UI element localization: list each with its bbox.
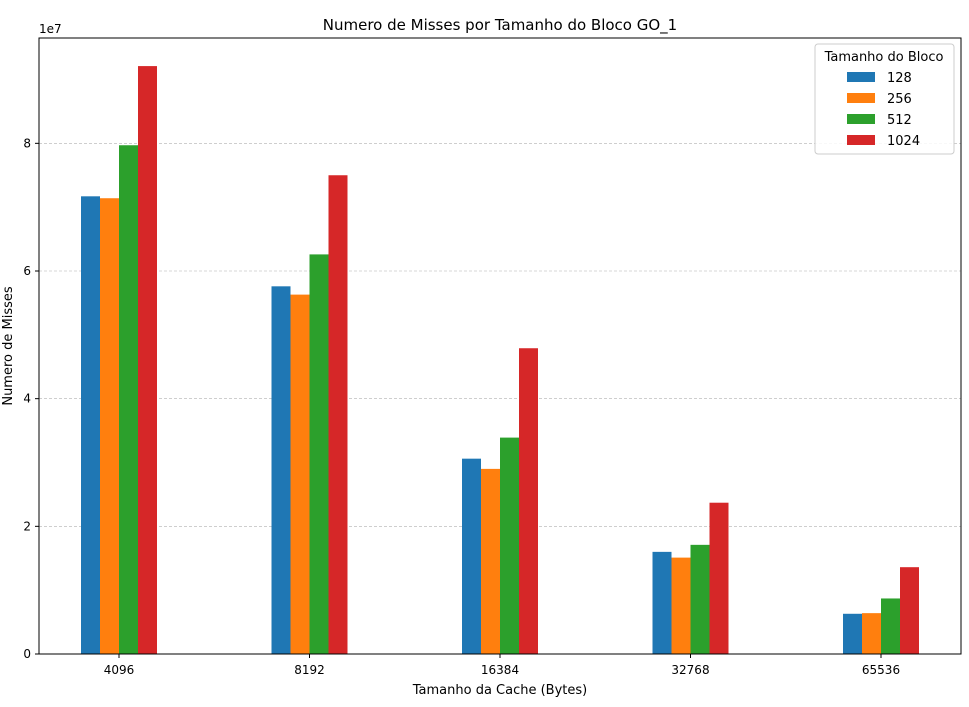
legend: Tamanho do Bloco 128 256 512 1024	[814, 43, 955, 155]
legend-swatch-512	[847, 114, 875, 124]
x-tick-label: 65536	[862, 663, 900, 677]
bar-1024-4096	[138, 66, 157, 655]
bar-128-32768	[652, 551, 672, 654]
bar-1024-32768	[709, 502, 729, 654]
y-tick-label: 8	[23, 136, 31, 150]
legend-label-128: 128	[887, 71, 912, 86]
bar-256-65536	[862, 613, 881, 654]
bar-1024-8192	[328, 175, 348, 654]
bar-256-4096	[100, 198, 119, 655]
bar-128-16384	[462, 458, 481, 654]
bars-group	[81, 66, 919, 655]
legend-label-256: 256	[887, 92, 912, 107]
y-axis-label: Numero de Misses	[1, 286, 16, 406]
y-offset-label: 1e7	[39, 22, 62, 36]
bar-256-16384	[481, 468, 500, 654]
legend-swatch-128	[847, 72, 875, 82]
bar-128-4096	[81, 196, 100, 654]
y-tick-label: 4	[23, 392, 31, 406]
legend-label-1024: 1024	[887, 134, 920, 149]
legend-label-512: 512	[887, 113, 912, 128]
bar-1024-16384	[519, 348, 538, 654]
x-axis-label: Tamanho da Cache (Bytes)	[412, 683, 587, 698]
y-tick-label: 2	[23, 519, 31, 533]
bar-512-4096	[119, 145, 138, 654]
legend-title: Tamanho do Bloco	[824, 50, 944, 65]
bar-512-8192	[309, 254, 329, 654]
x-tick-label: 32768	[671, 663, 709, 677]
bar-256-32768	[671, 557, 691, 654]
legend-swatch-256	[847, 93, 875, 103]
bar-512-32768	[690, 544, 710, 654]
legend-box	[814, 43, 955, 155]
legend-items: 128 256 512 1024	[847, 71, 920, 149]
y-axis: 0 2 4 6 8	[23, 136, 39, 661]
bar-512-16384	[500, 437, 519, 654]
x-tick-label: 8192	[294, 663, 325, 677]
bar-1024-65536	[900, 567, 919, 654]
bar-512-65536	[881, 598, 900, 654]
legend-swatch-1024	[847, 135, 875, 145]
bar-128-65536	[843, 613, 862, 654]
bar-128-8192	[271, 286, 291, 654]
y-tick-label: 0	[23, 647, 31, 661]
y-tick-label: 6	[23, 264, 31, 278]
bar-256-8192	[290, 294, 310, 654]
x-axis: 4096 8192 16384 32768 65536	[104, 654, 900, 677]
x-tick-label: 16384	[481, 663, 519, 677]
x-tick-label: 4096	[104, 663, 135, 677]
chart-title: Numero de Misses por Tamanho do Bloco GO…	[323, 16, 677, 35]
